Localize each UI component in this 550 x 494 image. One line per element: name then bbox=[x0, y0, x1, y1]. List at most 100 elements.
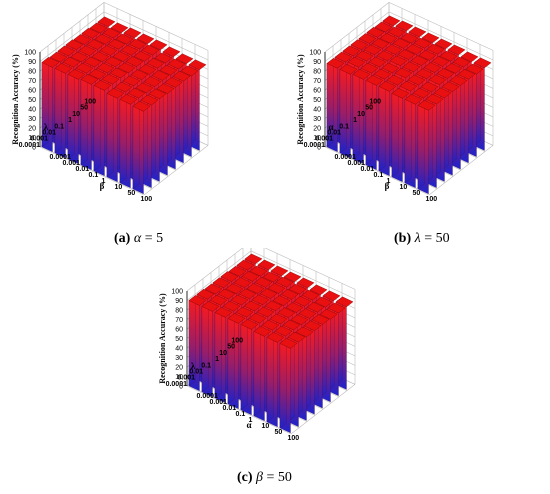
z-tick-label: 100 bbox=[309, 50, 321, 57]
y-tick-label: 10 bbox=[357, 111, 365, 118]
caption-a-letter: (a) bbox=[114, 231, 131, 246]
z-tick-label: 40 bbox=[175, 346, 183, 353]
x-axis-title: α bbox=[246, 420, 251, 430]
x-tick-label: 0.01 bbox=[223, 405, 237, 412]
x-tick-label: 0.0001 bbox=[335, 154, 357, 161]
x-tick-label: 10 bbox=[115, 184, 123, 191]
x-tick-label: 10 bbox=[400, 184, 408, 191]
y-axis-title: λ bbox=[191, 361, 196, 371]
z-tick-label: 80 bbox=[175, 308, 183, 315]
x-tick-label: 100 bbox=[426, 196, 438, 203]
y-tick-label: 100 bbox=[231, 338, 243, 345]
z-tick-label: 50 bbox=[175, 336, 183, 343]
z-tick-label: 70 bbox=[175, 317, 183, 324]
z-tick-label: 10 bbox=[28, 135, 36, 142]
gridline-floor bbox=[428, 145, 494, 196]
chart-panel-b: 0 10 20 30 40 50 60 70 80 90 100 Recognition Accura… bbox=[275, 2, 550, 230]
z-tick-label: 70 bbox=[313, 78, 321, 85]
bar bbox=[391, 88, 410, 183]
z-tick-labels: 0 10 20 30 40 50 60 70 80 90 100 bbox=[309, 50, 321, 152]
caption-c-symbol: β bbox=[256, 470, 264, 485]
x-tick-label: 0.001 bbox=[63, 160, 81, 167]
bar bbox=[378, 81, 397, 177]
y-tick-label: 0.1 bbox=[201, 362, 211, 369]
y-tick-label: 10 bbox=[72, 111, 80, 118]
y-tick-label: 1 bbox=[215, 356, 219, 363]
z-tick-label: 20 bbox=[313, 126, 321, 133]
z-tick-label: 60 bbox=[28, 88, 36, 95]
bar3d-chart-a: 0 10 20 30 40 50 60 70 80 90 100 Recognition Accura… bbox=[11, 2, 209, 203]
y-axis-title: λ bbox=[44, 122, 49, 132]
caption-a-eq: = 5 bbox=[144, 231, 164, 246]
x-tick-label: 1 bbox=[249, 417, 253, 424]
bar3d-chart-b: 0 10 20 30 40 50 60 70 80 90 100 Recognition Accura… bbox=[296, 2, 494, 203]
caption-c: (c) β = 50 bbox=[237, 470, 292, 486]
z-tick-label: 20 bbox=[28, 126, 36, 133]
z-tick-label: 10 bbox=[313, 135, 321, 142]
z-tick-label: 100 bbox=[24, 50, 36, 57]
bar bbox=[54, 63, 73, 159]
z-tick-label: 80 bbox=[313, 69, 321, 76]
z-tick-label: 60 bbox=[313, 88, 321, 95]
bar bbox=[227, 313, 246, 410]
caption-b: (b) λ = 50 bbox=[394, 231, 450, 247]
y-tick-label: 100 bbox=[369, 99, 381, 106]
x-tick-label: 1 bbox=[102, 178, 106, 185]
caption-a-symbol: α bbox=[133, 231, 142, 246]
x-tick-label: 100 bbox=[141, 196, 153, 203]
bar3d-chart-c: 0 10 20 30 40 50 60 70 80 90 100 Recognition Accura… bbox=[158, 248, 356, 442]
x-tick-label: 0.0001 bbox=[197, 393, 219, 400]
z-tick-label: 60 bbox=[175, 327, 183, 334]
bar bbox=[41, 57, 60, 153]
y-tick-label: 0.01 bbox=[189, 369, 203, 376]
z-tick-label: 50 bbox=[313, 97, 321, 104]
z-tick-label: 30 bbox=[313, 116, 321, 123]
y-tick-label: 0.0001 bbox=[304, 142, 326, 149]
z-tick-label: 90 bbox=[175, 298, 183, 305]
z-tick-label: 40 bbox=[313, 107, 321, 114]
z-tick-label: 90 bbox=[313, 59, 321, 66]
z-tick-label: 90 bbox=[28, 59, 36, 66]
caption-b-eq: = 50 bbox=[424, 231, 450, 246]
y-tick-label: 1 bbox=[353, 117, 357, 124]
chart-panel-a: 0 10 20 30 40 50 60 70 80 90 100 Recognition Accura… bbox=[0, 2, 275, 230]
x-tick-label: 0.0001 bbox=[50, 154, 72, 161]
caption-c-letter: (c) bbox=[237, 470, 253, 485]
y-tick-label: 0.01 bbox=[42, 130, 56, 137]
bar bbox=[279, 338, 298, 434]
x-tick-label: 0.001 bbox=[348, 160, 366, 167]
z-tick-label: 80 bbox=[28, 69, 36, 76]
bar bbox=[132, 100, 151, 195]
bar bbox=[365, 75, 384, 171]
bar bbox=[417, 100, 436, 195]
bar bbox=[326, 58, 345, 153]
z-tick-label: 0 bbox=[32, 145, 36, 152]
gridline-wall-x bbox=[264, 248, 356, 290]
x-tick-label: 50 bbox=[275, 429, 283, 436]
bar bbox=[266, 332, 285, 428]
x-axis-title: β bbox=[100, 181, 105, 191]
y-tick-label: 0.001 bbox=[315, 136, 333, 143]
z-tick-label: 70 bbox=[28, 78, 36, 85]
y-tick-label: 0.1 bbox=[339, 123, 349, 130]
x-tick-label: 0.1 bbox=[374, 172, 384, 179]
z-tick-label: 30 bbox=[28, 116, 36, 123]
z-tick-labels: 0 10 20 30 40 50 60 70 80 90 100 bbox=[24, 50, 36, 152]
bar bbox=[253, 326, 272, 422]
x-tick-label: 0.001 bbox=[210, 399, 228, 406]
bar bbox=[93, 80, 112, 177]
x-axis-title: β bbox=[385, 181, 390, 191]
z-axis-title: Recognition Accuracy (%) bbox=[11, 54, 20, 145]
z-axis-title: Recognition Accuracy (%) bbox=[158, 293, 167, 384]
gridline-floor bbox=[143, 145, 209, 196]
y-tick-label: 0.001 bbox=[30, 136, 48, 143]
caption-a: (a) α = 5 bbox=[114, 231, 163, 247]
bar bbox=[339, 64, 358, 159]
y-tick-label: 0.0001 bbox=[166, 381, 188, 388]
x-tick-label: 100 bbox=[288, 435, 300, 442]
bar bbox=[214, 307, 233, 404]
x-tick-label: 0.1 bbox=[236, 411, 246, 418]
